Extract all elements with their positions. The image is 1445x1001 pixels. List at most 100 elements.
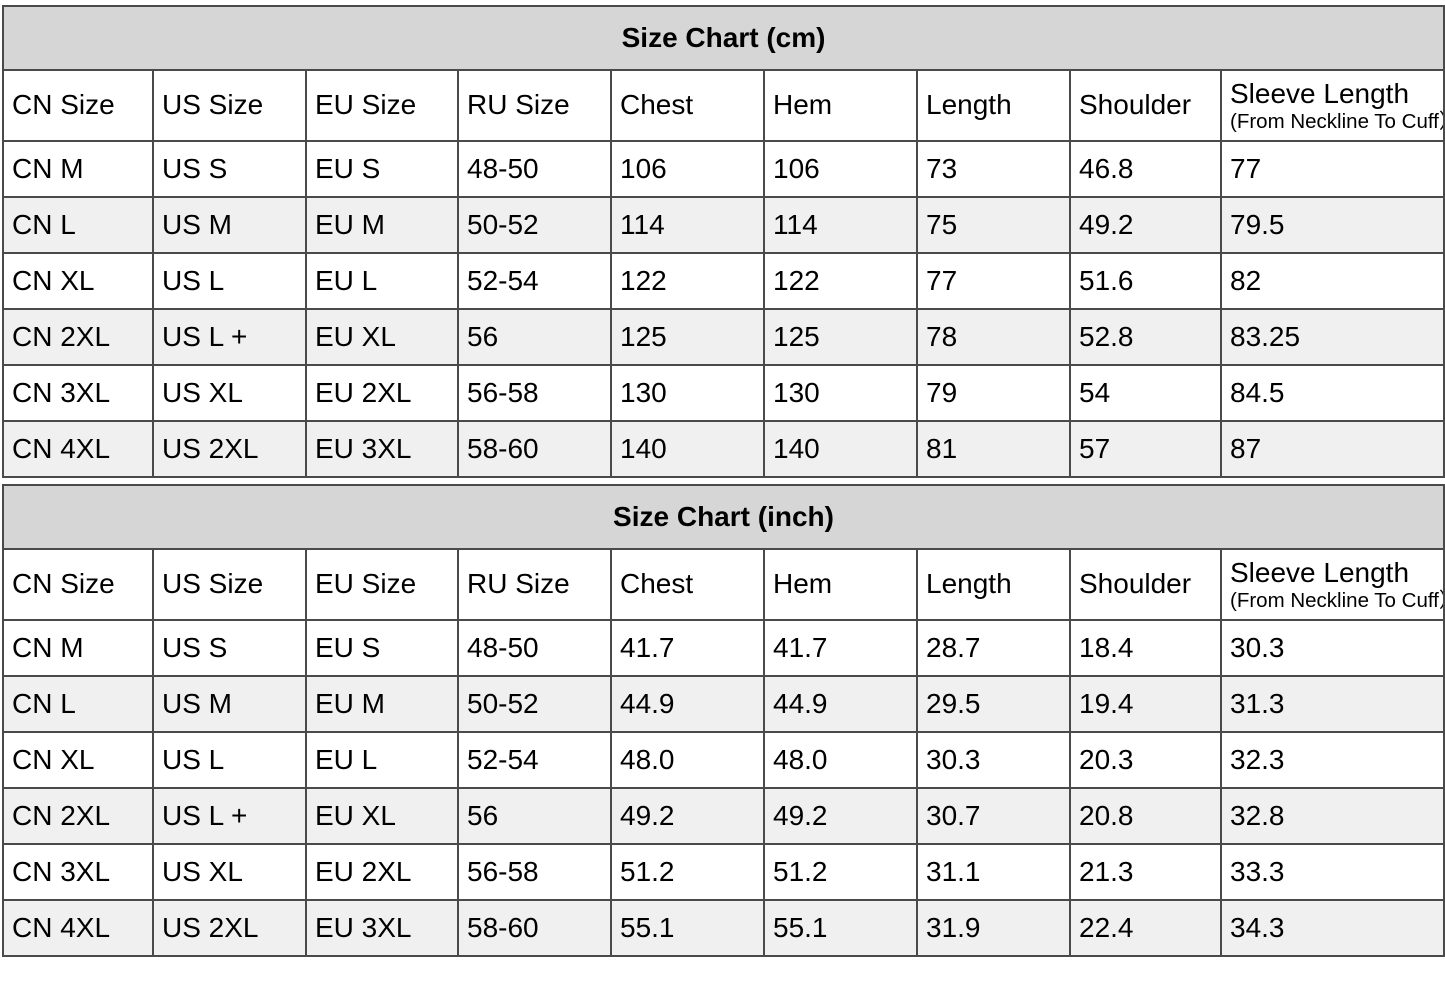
data-cell: CN XL	[2, 252, 154, 310]
section-title-cm: Size Chart (cm)	[1, 5, 1445, 71]
data-cell: 77	[1219, 140, 1445, 198]
data-cell: 79.5	[1219, 196, 1445, 254]
column-label: US Size	[162, 568, 264, 600]
column-label: EU Size	[315, 568, 417, 600]
data-cell: 73	[916, 140, 1071, 198]
data-cell: 83.25	[1219, 308, 1445, 366]
header-cell: CN Size	[2, 548, 154, 621]
data-cell: 31.1	[916, 843, 1071, 901]
header-cell: Sleeve Length (From Neckline To Cuff）	[1219, 548, 1445, 621]
data-cell: CN 2XL	[2, 308, 154, 366]
data-cell: 52-54	[457, 252, 612, 310]
data-cell: 49.2	[763, 787, 918, 845]
table-row: CN L US M EU M 50-52 114 114 75 49.2 79.5	[2, 196, 1445, 254]
data-cell: EU 2XL	[305, 364, 459, 422]
table-row: CN 4XL US 2XL EU 3XL 58-60 140 140 81 57 87	[2, 420, 1445, 478]
column-label: RU Size	[467, 568, 570, 600]
table-row: CN 3XL US XL EU 2XL 56-58 51.2 51.2 31.1 21.3 33…	[2, 843, 1445, 901]
header-cell: Shoulder	[1069, 548, 1222, 621]
data-cell: 20.8	[1069, 787, 1222, 845]
size-chart-inch-table: Size Chart (inch) CN Size US Size EU Size R…	[1, 484, 1445, 957]
data-cell: 140	[610, 420, 765, 478]
data-cell: 75	[916, 196, 1071, 254]
column-label: Sleeve Length	[1230, 77, 1410, 109]
data-cell: 41.7	[763, 619, 918, 677]
data-cell: 125	[763, 308, 918, 366]
data-cell: 52-54	[457, 731, 612, 789]
data-cell: US 2XL	[152, 420, 307, 478]
header-cell: Chest	[610, 69, 765, 142]
data-cell: EU L	[305, 252, 459, 310]
data-cell: US L	[152, 252, 307, 310]
table-row: CN 2XL US L + EU XL 56 49.2 49.2 30.7 20.8 32.8	[2, 787, 1445, 845]
column-label: CN Size	[12, 568, 115, 600]
column-label: US Size	[162, 89, 264, 121]
data-cell: EU XL	[305, 308, 459, 366]
data-cell: CN L	[2, 196, 154, 254]
data-cell: 55.1	[610, 899, 765, 957]
data-cell: 49.2	[610, 787, 765, 845]
data-cell: 48.0	[763, 731, 918, 789]
data-cell: 50-52	[457, 196, 612, 254]
data-cell: 30.3	[1219, 619, 1445, 677]
data-cell: EU L	[305, 731, 459, 789]
data-cell: 52.8	[1069, 308, 1222, 366]
data-cell: 18.4	[1069, 619, 1222, 677]
column-label: EU Size	[315, 89, 417, 121]
data-cell: 33.3	[1219, 843, 1445, 901]
table-row: CN XL US L EU L 52-54 48.0 48.0 30.3 20.3 32.3	[2, 731, 1445, 789]
data-cell: 114	[763, 196, 918, 254]
data-cell: EU 3XL	[305, 899, 459, 957]
column-sublabel: (From Neckline To Cuff）	[1230, 588, 1445, 612]
data-cell: 122	[763, 252, 918, 310]
data-cell: 130	[763, 364, 918, 422]
data-cell: 56	[457, 787, 612, 845]
data-cell: CN L	[2, 675, 154, 733]
table-row: CN M US S EU S 48-50 106 106 73 46.8 77	[2, 140, 1445, 198]
data-cell: 31.3	[1219, 675, 1445, 733]
data-cell: US XL	[152, 843, 307, 901]
header-cell: US Size	[152, 548, 307, 621]
data-cell: EU XL	[305, 787, 459, 845]
section-title-inch: Size Chart (inch)	[1, 484, 1445, 550]
column-label: Length	[926, 568, 1012, 600]
header-row: CN Size US Size EU Size RU Size Chest Hem Leng…	[2, 548, 1445, 621]
data-cell: 32.8	[1219, 787, 1445, 845]
data-cell: 57	[1069, 420, 1222, 478]
table-row: CN XL US L EU L 52-54 122 122 77 51.6 82	[2, 252, 1445, 310]
data-cell: 48-50	[457, 619, 612, 677]
header-cell: US Size	[152, 69, 307, 142]
data-cell: 21.3	[1069, 843, 1222, 901]
data-cell: 48-50	[457, 140, 612, 198]
data-cell: 51.2	[763, 843, 918, 901]
data-cell: 51.6	[1069, 252, 1222, 310]
data-cell: US M	[152, 675, 307, 733]
section-title-row: Size Chart (inch)	[1, 484, 1445, 550]
header-cell: RU Size	[457, 548, 612, 621]
column-label: CN Size	[12, 89, 115, 121]
column-label: Chest	[620, 89, 694, 121]
data-cell: 31.9	[916, 899, 1071, 957]
table-row: CN 3XL US XL EU 2XL 56-58 130 130 79 54 84.5	[2, 364, 1445, 422]
size-chart-cm-table: Size Chart (cm) CN Size US Size EU Size RU …	[1, 5, 1445, 478]
size-chart-page: Size Chart (cm) CN Size US Size EU Size RU …	[1, 5, 1445, 957]
data-cell: US L	[152, 731, 307, 789]
data-cell: 29.5	[916, 675, 1071, 733]
section-title-row: Size Chart (cm)	[1, 5, 1445, 71]
data-cell: CN 3XL	[2, 364, 154, 422]
data-cell: US L +	[152, 308, 307, 366]
data-cell: CN 4XL	[2, 420, 154, 478]
header-row: CN Size US Size EU Size RU Size Chest Hem Leng…	[2, 69, 1445, 142]
column-label: Hem	[773, 568, 833, 600]
data-cell: CN 4XL	[2, 899, 154, 957]
data-cell: 44.9	[763, 675, 918, 733]
data-cell: 32.3	[1219, 731, 1445, 789]
data-cell: 125	[610, 308, 765, 366]
data-cell: 22.4	[1069, 899, 1222, 957]
data-cell: 130	[610, 364, 765, 422]
table-row: CN 2XL US L + EU XL 56 125 125 78 52.8 83.25	[2, 308, 1445, 366]
data-cell: 54	[1069, 364, 1222, 422]
column-label: Hem	[773, 89, 833, 121]
data-cell: EU M	[305, 196, 459, 254]
